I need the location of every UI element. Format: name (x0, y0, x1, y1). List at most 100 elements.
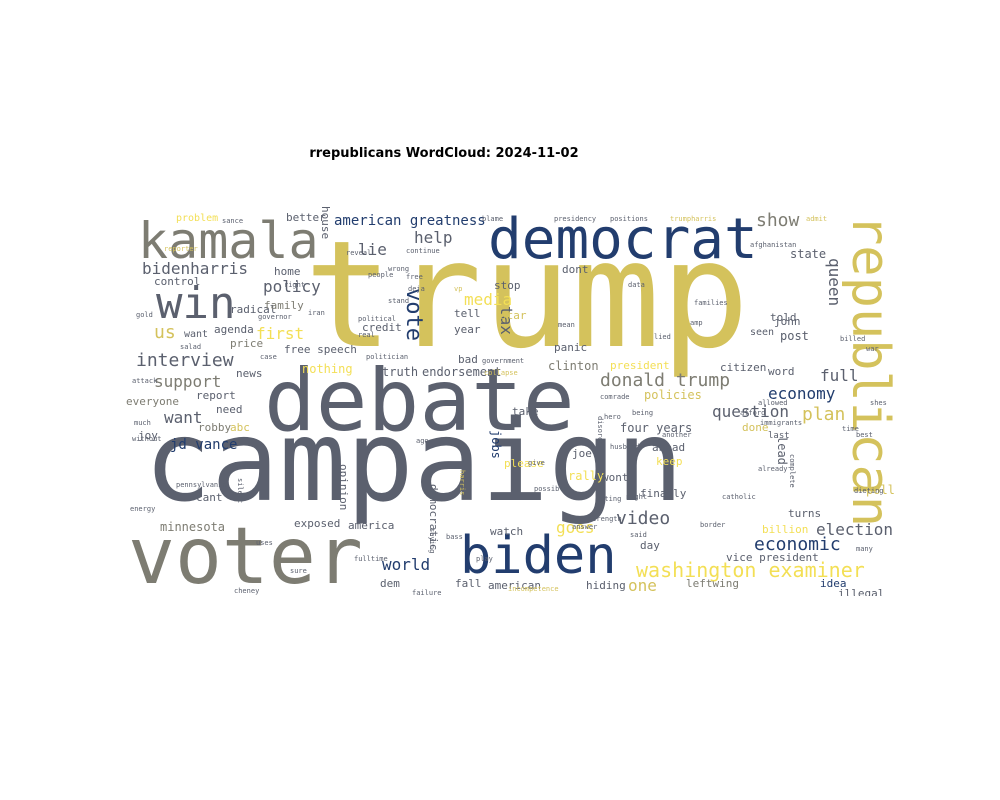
word-without: without (132, 435, 162, 443)
word-governor: governor (258, 313, 292, 321)
word-seen: seen (750, 327, 775, 338)
word-turns: turns (788, 507, 822, 520)
word-voter: voter (128, 512, 363, 596)
word-free-speech: free speech (284, 343, 357, 356)
word-robby: robby (198, 421, 232, 434)
word-economic: economic (754, 534, 841, 555)
word-cheney: cheney (234, 587, 260, 595)
word-john: john (774, 315, 801, 328)
word-told: told (770, 311, 797, 324)
word-answer: answer (572, 523, 598, 531)
word-blame: blame (482, 215, 504, 223)
word-campaign: campaign (144, 397, 684, 527)
word-report: report (196, 389, 236, 402)
word-media: media (464, 290, 513, 309)
word-gold: gold (136, 311, 153, 319)
word-joe: joe (572, 447, 592, 460)
word-lead: lead (775, 436, 789, 465)
word-economy: economy (768, 384, 836, 403)
word-show: show (756, 210, 800, 231)
word-mean: mean (558, 321, 575, 329)
word-done: done (742, 421, 769, 434)
word-harris: harris (458, 470, 466, 496)
word-amp: amp (690, 319, 703, 327)
word-agenda: agenda (214, 323, 254, 336)
word-war: war (866, 345, 879, 353)
word-reporter: reporter (164, 245, 198, 253)
word-truth: truth (382, 365, 419, 379)
word-radical: radical (230, 303, 277, 316)
word-state: state (790, 247, 827, 261)
word-one: one (628, 576, 657, 595)
word-salad: salad (180, 343, 202, 351)
word-world: world (382, 555, 431, 574)
word-families: families (694, 299, 728, 307)
word-year: year (454, 323, 481, 336)
word-us: us (154, 322, 176, 343)
word-iran: iran (308, 309, 325, 317)
word-failure: failure (412, 589, 442, 597)
word-saying: saying (428, 528, 436, 554)
word-election: election (816, 520, 894, 539)
word-shes: shes (870, 399, 887, 407)
word-much: much (134, 419, 151, 427)
word-ahead: ahead (652, 441, 686, 454)
word-positions: positions (610, 215, 648, 223)
word-play: play (476, 555, 493, 563)
word-finally: finally (640, 487, 687, 500)
word-presidency: presidency (554, 215, 597, 223)
word-pennsylvania: pennsylvania (176, 481, 227, 489)
word-time: time (842, 425, 859, 433)
word-leftwing: leftwing (686, 577, 739, 590)
word-stop: stop (494, 279, 521, 292)
word-take: take (512, 405, 539, 418)
word-watch: watch (490, 525, 524, 538)
word-everyone: everyone (126, 395, 179, 408)
word-allowed: allowed (758, 399, 788, 407)
word-jd-vance: jd vance (170, 437, 238, 453)
word-uses: uses (256, 539, 273, 547)
word-support: support (154, 372, 222, 391)
word-republican: republican (840, 214, 896, 528)
word-citizen: citizen (720, 361, 767, 374)
word-star: star (500, 309, 527, 322)
word-possible: possible (534, 485, 568, 493)
word-dont: dont (562, 263, 589, 276)
word-trump: trump (304, 209, 750, 381)
word-lie: lie (358, 240, 387, 259)
word-american: american (488, 579, 541, 592)
word-afford: afford (740, 409, 766, 417)
word-cant: cant (196, 491, 223, 504)
word-data: data (628, 281, 645, 289)
word-president: president (610, 359, 670, 372)
word-admit: admit (806, 215, 828, 223)
word-family: family (264, 299, 304, 312)
word-nothing: nothing (302, 362, 353, 376)
word-policy: policy (263, 277, 321, 296)
word-bidenharris: bidenharris (142, 259, 248, 278)
word-illegal: illegal (838, 587, 885, 596)
word-continue: continue (406, 247, 440, 255)
word-catholic: catholic (722, 493, 756, 501)
word-washington-examiner: washington examiner (636, 558, 865, 582)
word-better: better (286, 211, 326, 224)
word-dieting: dieting (854, 487, 884, 495)
word-billed: billed (840, 335, 866, 343)
word-word: word (768, 365, 795, 378)
word-help: help (414, 228, 453, 247)
word-idea: idea (820, 577, 847, 590)
word-last: last (768, 431, 790, 441)
word-question: question (712, 402, 790, 421)
word-fall: fall (455, 577, 482, 590)
word-lied: lied (654, 333, 671, 341)
word-politician: politician (366, 353, 409, 361)
word-best: best (856, 431, 873, 439)
word-people: people (368, 271, 394, 279)
word-free: free (406, 273, 423, 281)
word-stand: stand (388, 297, 410, 305)
word-endorsement: endorsement (422, 365, 502, 379)
word-democrat: democrat (488, 207, 758, 272)
word-strength: strength (588, 515, 622, 523)
word-poll: poll (866, 483, 895, 497)
word-dem: dem (380, 577, 400, 590)
